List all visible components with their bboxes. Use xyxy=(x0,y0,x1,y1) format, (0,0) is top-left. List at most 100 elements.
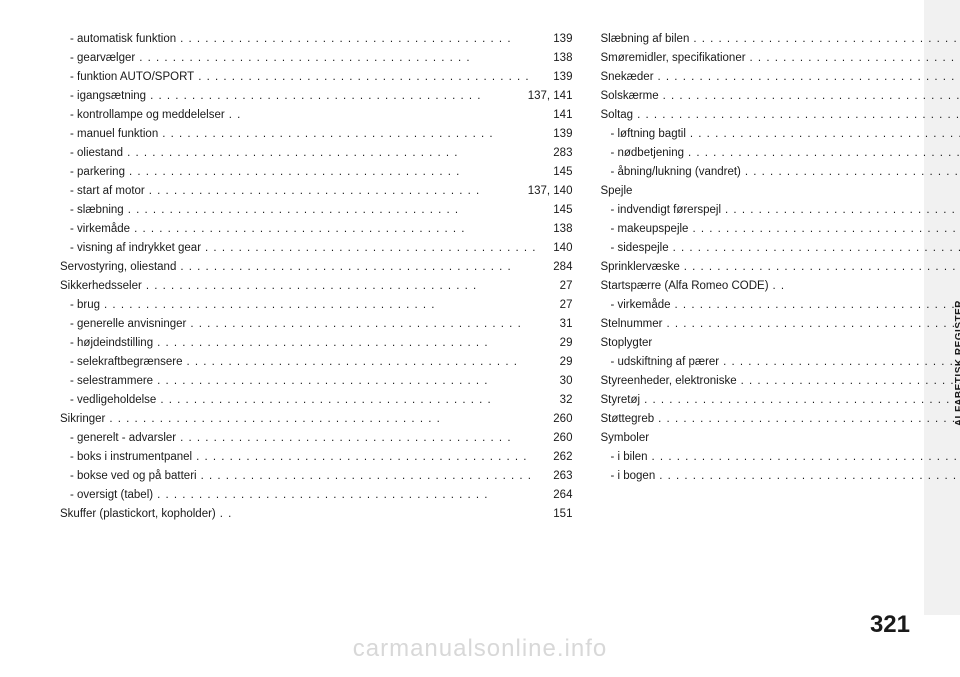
leader-dots: . . . . . . . . . . . . . . . . . . . . … xyxy=(187,353,537,372)
leader-dots: . . . . . . . . . . . . . . . . . . . . … xyxy=(160,391,536,410)
index-entry-label: - manuel funktion xyxy=(60,125,158,144)
index-entry: Styreenheder, elektroniske . . . . . . .… xyxy=(600,372,960,391)
index-entry-pages: 262 xyxy=(540,448,572,467)
index-entry-pages: 138 xyxy=(540,49,572,68)
index-entry: - oversigt (tabel) . . . . . . . . . . .… xyxy=(60,486,572,505)
index-entry-pages: 263 xyxy=(540,467,572,486)
index-entry: Snekæder . . . . . . . . . . . . . . . .… xyxy=(600,68,960,87)
index-entry: Startspærre (Alfa Romeo CODE) . .6 xyxy=(600,277,960,296)
leader-dots: . . . . . . . . . . . . . . . . . . . . … xyxy=(205,239,536,258)
index-entry: - vedligeholdelse . . . . . . . . . . . … xyxy=(60,391,572,410)
leader-dots: . . . . . . . . . . . . . . . . . . . . … xyxy=(180,258,536,277)
index-entry: Servostyring, oliestand . . . . . . . . … xyxy=(60,258,572,277)
index-entry: Styretøj . . . . . . . . . . . . . . . .… xyxy=(600,391,960,410)
index-entry-pages: 137, 140 xyxy=(528,182,573,201)
index-entry-label: Stoplygter xyxy=(600,334,652,353)
index-entry-label: - løftning bagtil xyxy=(600,125,685,144)
leader-dots: . . . . . . . . . . . . . . . . . . . . … xyxy=(684,258,960,277)
leader-dots: . . . . . . . . . . . . . . . . . . . . … xyxy=(663,87,960,106)
index-entry-label: Symboler xyxy=(600,429,649,448)
index-entry-pages: 283 xyxy=(540,144,572,163)
leader-dots: . . . . . . . . . . . . . . . . . . . . … xyxy=(673,239,960,258)
index-entry-pages: 264 xyxy=(540,486,572,505)
index-entry: - brug . . . . . . . . . . . . . . . . .… xyxy=(60,296,572,315)
index-entry: - slæbning . . . . . . . . . . . . . . .… xyxy=(60,201,572,220)
leader-dots: . . . . . . . . . . . . . . . . . . . . … xyxy=(139,49,536,68)
index-entry-label: Sikringer xyxy=(60,410,105,429)
index-entry: - selekraftbegrænsere . . . . . . . . . … xyxy=(60,353,572,372)
index-entry: - makeupspejle . . . . . . . . . . . . .… xyxy=(600,220,960,239)
index-entry: Stoplygter xyxy=(600,334,960,353)
leader-dots: . . . . . . . . . . . . . . . . . . . . … xyxy=(658,68,960,87)
index-entry: - i bogen . . . . . . . . . . . . . . . … xyxy=(600,467,960,486)
index-entry-label: - slæbning xyxy=(60,201,124,220)
index-entry: - sidespejle . . . . . . . . . . . . . .… xyxy=(600,239,960,258)
leader-dots: . . . . . . . . . . . . . . . . . . . . … xyxy=(157,486,536,505)
leader-dots: . . . . . . . . . . . . . . . . . . . . … xyxy=(666,315,960,334)
index-entry-label: Støttegreb xyxy=(600,410,654,429)
index-entry-label: - makeupspejle xyxy=(600,220,688,239)
index-entry: - virkemåde . . . . . . . . . . . . . . … xyxy=(60,220,572,239)
index-entry: - bokse ved og på batteri . . . . . . . … xyxy=(60,467,572,486)
index-entry: Støttegreb . . . . . . . . . . . . . . .… xyxy=(600,410,960,429)
index-entry-pages: 139 xyxy=(540,68,572,87)
index-entry: Solskærme . . . . . . . . . . . . . . . … xyxy=(600,87,960,106)
leader-dots: . . . . . . . . . . . . . . . . . . . . … xyxy=(690,125,960,144)
leader-dots: . . . . . . . . . . . . . . . . . . . . … xyxy=(658,410,960,429)
leader-dots: . . . . . . . . . . . . . . . . . . . . … xyxy=(693,30,960,49)
leader-dots: . . . . . . . . . . . . . . . . . . . . … xyxy=(127,144,536,163)
leader-dots: . . . . . . . . . . . . . . . . . . . . … xyxy=(134,220,536,239)
index-entry: - igangsætning . . . . . . . . . . . . .… xyxy=(60,87,572,106)
index-entry-pages: 260 xyxy=(540,410,572,429)
index-entry: - kontrollampe og meddelelser . .141 xyxy=(60,106,572,125)
index-entry-label: - igangsætning xyxy=(60,87,146,106)
index-entry-label: - oliestand xyxy=(60,144,123,163)
index-entry-pages: 284 xyxy=(540,258,572,277)
leader-dots: . . . . . . . . . . . . . . . . . . . . … xyxy=(652,448,960,467)
index-entry-label: - højdeindstilling xyxy=(60,334,153,353)
index-entry-pages: 151 xyxy=(540,505,572,524)
index-entry: - i bilen . . . . . . . . . . . . . . . … xyxy=(600,448,960,467)
index-entry-label: - generelle anvisninger xyxy=(60,315,186,334)
index-entry: Symboler xyxy=(600,429,960,448)
leader-dots: . . . . . . . . . . . . . . . . . . . . … xyxy=(149,182,524,201)
leader-dots: . . . . . . . . . . . . . . . . . . . . … xyxy=(201,467,537,486)
index-entry-pages: 140 xyxy=(540,239,572,258)
index-entry-label: Snekæder xyxy=(600,68,653,87)
index-entry-pages: 30 xyxy=(540,372,572,391)
page: ALFABETISK REGISTER - automatisk funktio… xyxy=(0,0,960,677)
index-entry-label: - i bogen xyxy=(600,467,655,486)
index-entry-label: - selestrammere xyxy=(60,372,153,391)
index-entry-label: - udskiftning af pærer xyxy=(600,353,719,372)
leader-dots: . . . . . . . . . . . . . . . . . . . . … xyxy=(146,277,537,296)
index-entry: - parkering . . . . . . . . . . . . . . … xyxy=(60,163,572,182)
leader-dots: . . . . . . . . . . . . . . . . . . . . … xyxy=(162,125,536,144)
index-entry-label: - oversigt (tabel) xyxy=(60,486,153,505)
leader-dots: . . . . . . . . . . . . . . . . . . . . … xyxy=(180,429,536,448)
index-entry: Sprinklervæske . . . . . . . . . . . . .… xyxy=(600,258,960,277)
index-entry-label: - funktion AUTO/SPORT xyxy=(60,68,194,87)
leader-dots: . . . . . . . . . . . . . . . . . . . . … xyxy=(750,49,960,68)
leader-dots: . . . . . . . . . . . . . . . . . . . . … xyxy=(196,448,536,467)
index-column-1: - automatisk funktion . . . . . . . . . … xyxy=(60,30,572,587)
index-entry-pages: 145 xyxy=(540,201,572,220)
page-number: 321 xyxy=(870,611,910,639)
leader-dots: . . . . . . . . . . . . . . . . . . . . … xyxy=(725,201,960,220)
index-entry-label: - kontrollampe og meddelelser xyxy=(60,106,225,125)
leader-dots: . . . . . . . . . . . . . . . . . . . . … xyxy=(198,68,536,87)
index-entry: - gearvælger . . . . . . . . . . . . . .… xyxy=(60,49,572,68)
index-entry-label: - selekraftbegrænsere xyxy=(60,353,183,372)
index-entry-pages: 27 xyxy=(540,277,572,296)
index-entry-pages: 139 xyxy=(540,30,572,49)
leader-dots: . . xyxy=(220,505,537,524)
index-entry-label: - virkemåde xyxy=(600,296,670,315)
index-entry: - højdeindstilling . . . . . . . . . . .… xyxy=(60,334,572,353)
index-entry-pages: 137, 141 xyxy=(528,87,573,106)
index-column-2: Slæbning af bilen . . . . . . . . . . . … xyxy=(600,30,960,587)
leader-dots: . . . . . . . . . . . . . . . . . . . . … xyxy=(129,163,537,182)
index-entry-label: Soltag xyxy=(600,106,633,125)
index-entry-pages: 29 xyxy=(540,353,572,372)
index-entry-pages: 32 xyxy=(540,391,572,410)
leader-dots: . . . . . . . . . . . . . . . . . . . . … xyxy=(644,391,960,410)
index-entry: - visning af indrykket gear . . . . . . … xyxy=(60,239,572,258)
